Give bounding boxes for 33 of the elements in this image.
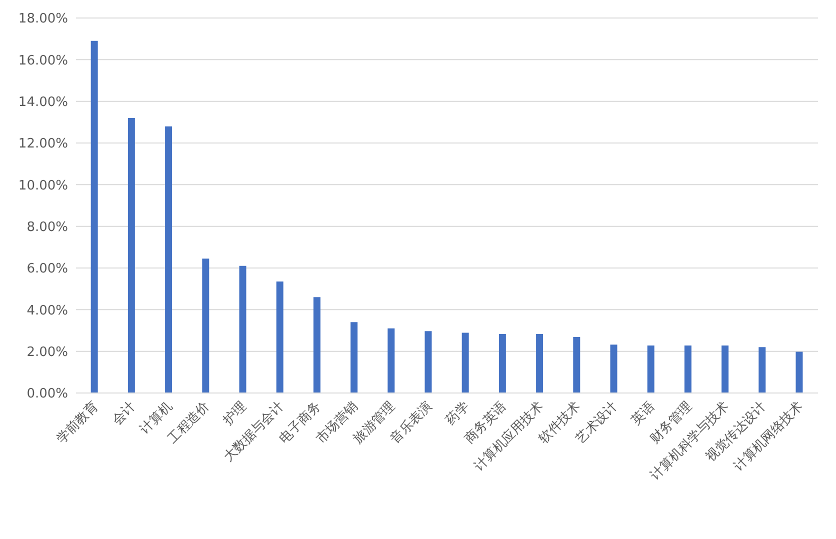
x-tick-label: 英语 [628,399,658,428]
bar [758,347,766,393]
bar [536,334,544,393]
y-tick-label: 6.00% [26,262,68,277]
bar [610,344,618,393]
bar [313,297,320,393]
y-tick-label: 4.00% [26,303,68,318]
bar [350,322,358,393]
bar [239,266,246,393]
bar [796,352,803,393]
bar [462,332,469,393]
y-tick-label: 8.00% [26,220,68,235]
x-tick-label: 护理 [220,399,250,429]
bar [424,331,432,393]
x-tick-label: 会计 [109,399,138,428]
y-tick-label: 16.00% [18,53,68,68]
bar [722,346,729,393]
y-tick-label: 12.00% [18,136,68,152]
bar [647,346,654,393]
bar [276,282,284,393]
bar [128,118,135,393]
y-tick-label: 10.00% [18,178,68,194]
bar [498,334,506,393]
bar [165,126,172,393]
y-tick-label: 2.00% [26,344,68,360]
bar [684,346,692,393]
y-tick-label: 18.00% [18,12,68,27]
bar [573,336,580,393]
x-tick-label: 药学 [443,399,472,428]
bar [90,40,98,393]
bar [388,328,395,393]
y-tick-label: 14.00% [18,94,68,110]
bar [202,258,210,393]
